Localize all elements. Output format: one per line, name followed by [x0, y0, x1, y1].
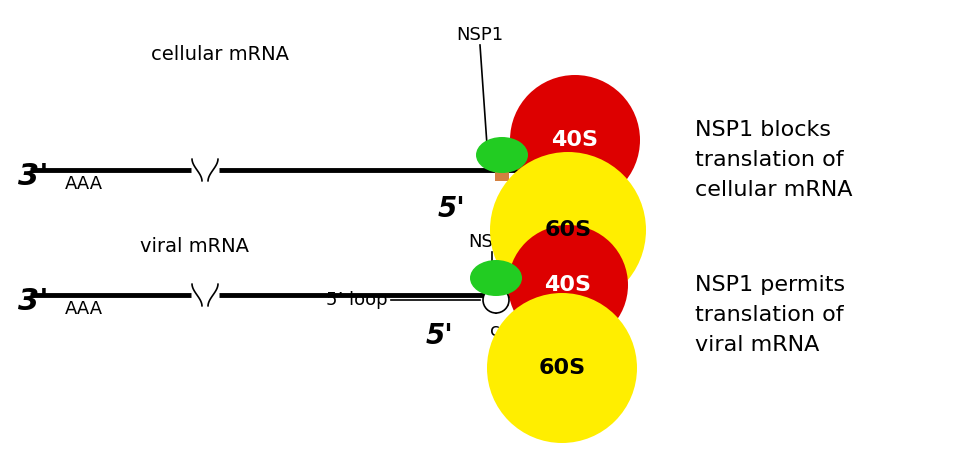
Text: 40S: 40S [551, 130, 598, 150]
Text: NSP1: NSP1 [456, 26, 503, 44]
Text: cap: cap [490, 322, 523, 340]
FancyBboxPatch shape [495, 159, 509, 181]
Text: 3': 3' [18, 287, 49, 316]
Ellipse shape [510, 75, 640, 205]
Ellipse shape [487, 293, 637, 443]
Ellipse shape [470, 260, 522, 296]
Text: 3': 3' [18, 162, 49, 191]
Text: NSP1: NSP1 [468, 233, 516, 251]
Ellipse shape [508, 225, 628, 345]
Text: 5’ loop: 5’ loop [326, 291, 388, 309]
Text: NSP1 blocks
translation of
cellular mRNA: NSP1 blocks translation of cellular mRNA [695, 120, 853, 199]
Text: AAA: AAA [65, 175, 104, 193]
FancyBboxPatch shape [495, 284, 509, 306]
Text: AAA: AAA [65, 300, 104, 318]
Ellipse shape [476, 137, 528, 173]
Circle shape [483, 287, 509, 313]
Text: NSP1 permits
translation of
viral mRNA: NSP1 permits translation of viral mRNA [695, 276, 845, 354]
Text: 5': 5' [437, 195, 465, 223]
Text: 60S: 60S [545, 220, 592, 240]
Text: 5': 5' [425, 322, 453, 350]
Text: 60S: 60S [538, 358, 586, 378]
Text: 40S: 40S [545, 275, 592, 295]
Text: viral mRNA: viral mRNA [141, 238, 249, 256]
Text: cellular mRNA: cellular mRNA [151, 45, 289, 64]
Ellipse shape [490, 152, 646, 308]
Text: cap: cap [500, 195, 532, 213]
